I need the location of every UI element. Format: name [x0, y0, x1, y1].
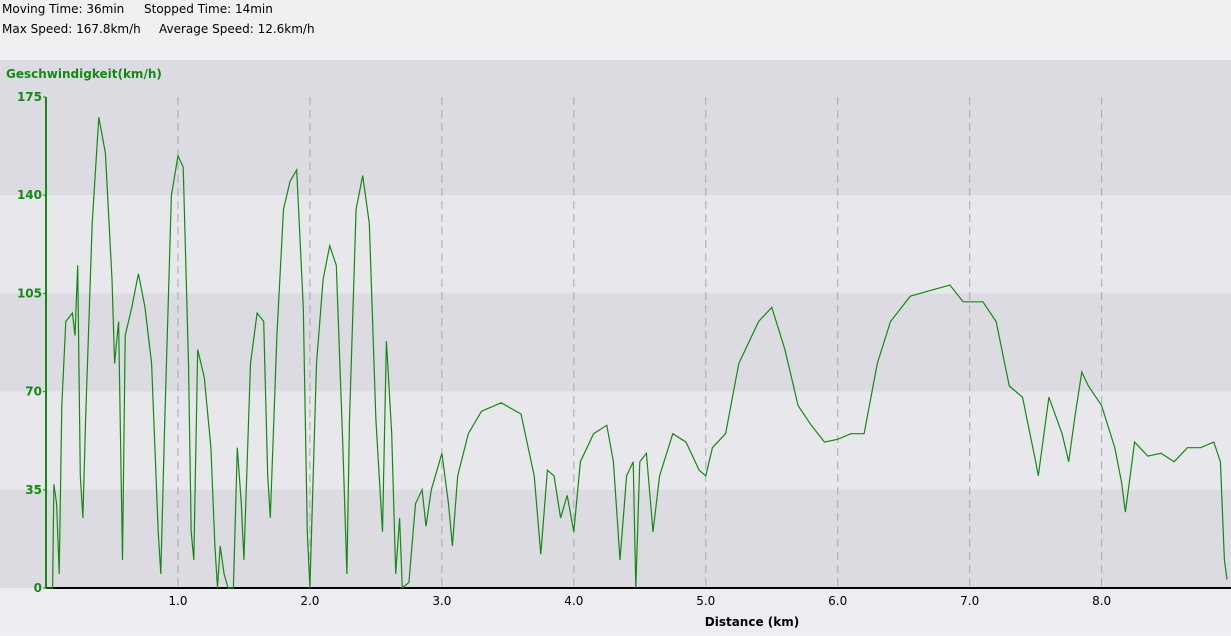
x-tick-label: 7.0	[960, 594, 979, 608]
band	[0, 293, 1231, 392]
y-tick-label: 35	[25, 483, 42, 497]
y-axis-title: Geschwindigkeit(km/h)	[6, 67, 162, 81]
stat: Average Speed: 12.6km/h	[159, 22, 315, 36]
header-bg	[0, 0, 1231, 60]
y-tick-label: 140	[17, 188, 42, 202]
y-tick-label: 175	[17, 90, 42, 104]
speed-line	[46, 117, 1228, 590]
x-tick-label: 1.0	[168, 594, 187, 608]
stat: Max Speed: 167.8km/h	[2, 22, 141, 36]
x-tick-label: 3.0	[432, 594, 451, 608]
y-tick-label: 70	[25, 385, 42, 399]
band	[0, 489, 1231, 588]
x-tick-label: 8.0	[1092, 594, 1111, 608]
x-tick-label: 5.0	[696, 594, 715, 608]
stat: Moving Time: 36min	[2, 2, 124, 16]
x-tick-label: 4.0	[564, 594, 583, 608]
x-tick-label: 2.0	[300, 594, 319, 608]
y-tick-label: 105	[17, 286, 42, 300]
x-tick-label: 6.0	[828, 594, 847, 608]
band	[0, 195, 1231, 294]
y-tick-label: 0	[34, 581, 42, 595]
stat: Stopped Time: 14min	[144, 2, 273, 16]
band	[0, 97, 1231, 196]
x-axis-title: Distance (km)	[705, 615, 799, 629]
band	[0, 60, 1231, 97]
band	[0, 391, 1231, 490]
